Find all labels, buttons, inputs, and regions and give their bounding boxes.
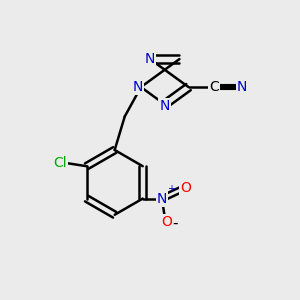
Text: O: O bbox=[161, 215, 172, 229]
Text: C: C bbox=[209, 80, 219, 94]
Text: N: N bbox=[132, 80, 142, 94]
Text: Cl: Cl bbox=[53, 156, 67, 170]
Text: N: N bbox=[145, 52, 155, 66]
Text: N: N bbox=[237, 80, 247, 94]
Text: N: N bbox=[160, 99, 170, 113]
Text: +: + bbox=[167, 184, 175, 194]
Text: O: O bbox=[180, 181, 191, 195]
Text: -: - bbox=[172, 216, 178, 231]
Text: N: N bbox=[157, 192, 167, 206]
